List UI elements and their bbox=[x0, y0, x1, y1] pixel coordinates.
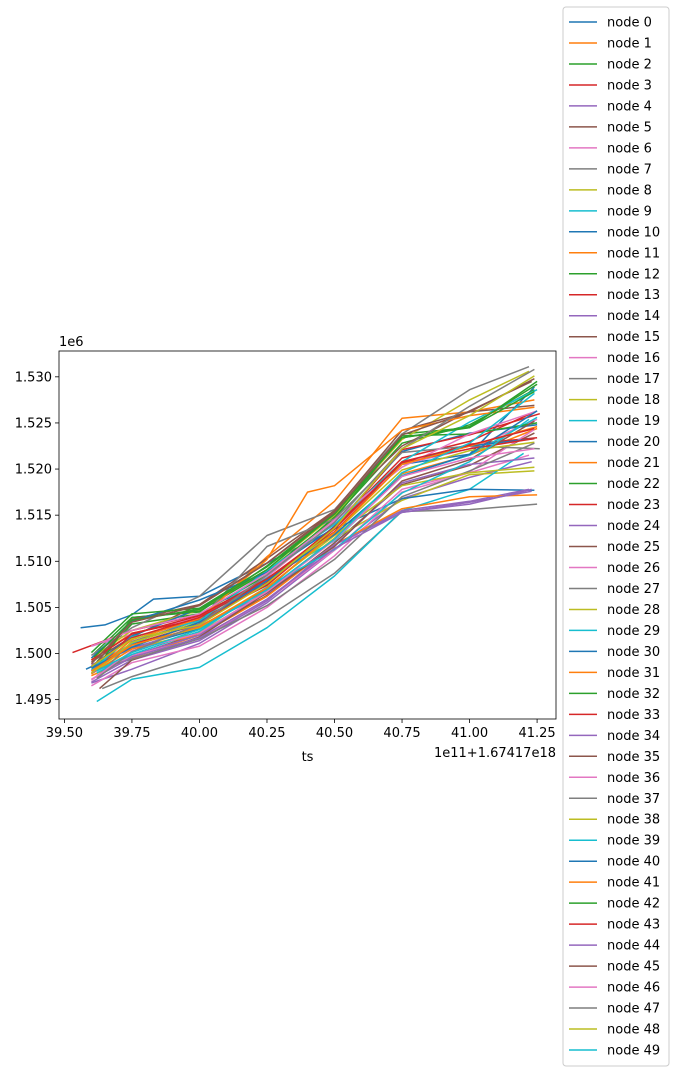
series-line-49 bbox=[96, 392, 535, 672]
plot-frame bbox=[58, 350, 557, 720]
legend-label: node 9 bbox=[607, 204, 652, 219]
legend-label: node 28 bbox=[607, 603, 660, 618]
series-line-7 bbox=[101, 503, 538, 690]
legend-label: node 20 bbox=[607, 435, 660, 450]
legend-label: node 45 bbox=[607, 960, 660, 975]
legend-label: node 42 bbox=[607, 897, 660, 912]
legend-label: node 8 bbox=[607, 183, 652, 198]
series-line-36 bbox=[91, 410, 538, 647]
legend-label: node 4 bbox=[607, 99, 652, 114]
y-tick-label: 1.495 bbox=[15, 693, 52, 708]
legend-label: node 31 bbox=[607, 666, 660, 681]
legend-label: node 34 bbox=[607, 729, 660, 744]
x-axis-offset-label: 1e11+1.67417e18 bbox=[434, 746, 556, 761]
series-line-41 bbox=[90, 425, 538, 672]
legend-label: node 30 bbox=[607, 645, 660, 660]
legend-label: node 38 bbox=[607, 813, 660, 828]
legend-label: node 5 bbox=[607, 120, 652, 135]
legend-label: node 36 bbox=[607, 771, 660, 786]
legend-label: node 11 bbox=[607, 246, 660, 261]
legend-label: node 41 bbox=[607, 876, 660, 891]
y-tick-label: 1.500 bbox=[15, 647, 52, 662]
legend-label: node 27 bbox=[607, 582, 660, 597]
series-line-47 bbox=[96, 368, 535, 679]
series-line-4 bbox=[91, 460, 532, 684]
series-line-17 bbox=[90, 366, 530, 657]
series-line-10 bbox=[80, 488, 535, 629]
y-tick-label: 1.525 bbox=[15, 416, 52, 431]
legend-label: node 47 bbox=[607, 1002, 660, 1017]
legend-label: node 2 bbox=[607, 57, 652, 72]
x-tick-label: 41.25 bbox=[518, 726, 555, 741]
legend-label: node 7 bbox=[607, 162, 652, 177]
x-axis: 39.50 39.75 40.00 40.25 40.50 40.75 41.00 41.25 bbox=[46, 719, 556, 741]
legend-label: node 48 bbox=[607, 1023, 660, 1038]
x-tick-label: 41.00 bbox=[451, 726, 488, 741]
series-line-9 bbox=[96, 452, 525, 703]
legend-label: node 44 bbox=[607, 939, 660, 954]
y-tick-label: 1.515 bbox=[15, 509, 52, 524]
legend-label: node 25 bbox=[607, 540, 660, 555]
legend-label: node 10 bbox=[607, 225, 660, 240]
legend-label: node 22 bbox=[607, 477, 660, 492]
series-line-44 bbox=[96, 488, 532, 678]
series-line-45 bbox=[90, 378, 535, 665]
legend-label: node 37 bbox=[607, 792, 660, 807]
legend-label: node 46 bbox=[607, 981, 660, 996]
plot-lines bbox=[72, 366, 541, 703]
x-tick-label: 40.50 bbox=[316, 726, 353, 741]
legend-label: node 35 bbox=[607, 750, 660, 765]
legend-label: node 0 bbox=[607, 16, 652, 31]
y-axis-offset-label: 1e6 bbox=[59, 335, 84, 350]
series-line-42 bbox=[93, 383, 538, 658]
legend-label: node 12 bbox=[607, 267, 660, 282]
legend-label: node 23 bbox=[607, 498, 660, 513]
legend-label: node 3 bbox=[607, 78, 652, 93]
legend: node 0 node 1 node 2 node 3 node 4 node 5 node… bbox=[562, 6, 670, 1067]
legend-label: node 13 bbox=[607, 288, 660, 303]
legend-label: node 18 bbox=[607, 393, 660, 408]
x-tick-label: 40.00 bbox=[181, 726, 218, 741]
legend-label: node 32 bbox=[607, 687, 660, 702]
y-tick-label: 1.520 bbox=[15, 463, 52, 478]
y-tick-label: 1.510 bbox=[15, 555, 52, 570]
legend-label: node 24 bbox=[607, 519, 660, 534]
x-tick-label: 40.75 bbox=[383, 726, 420, 741]
legend-label: node 49 bbox=[607, 1044, 660, 1059]
legend-label: node 17 bbox=[607, 372, 660, 387]
x-tick-label: 39.75 bbox=[113, 726, 150, 741]
legend-label: node 14 bbox=[607, 309, 660, 324]
legend-label: node 15 bbox=[607, 330, 660, 345]
y-axis: 1.495 1.500 1.505 1.510 1.515 1.520 1.525 1.530 bbox=[15, 370, 59, 708]
series-line-27 bbox=[96, 445, 540, 679]
y-tick-label: 1.530 bbox=[15, 370, 52, 385]
legend-frame bbox=[562, 6, 670, 1067]
legend-label: node 6 bbox=[607, 141, 652, 156]
legend-label: node 39 bbox=[607, 834, 660, 849]
legend-label: node 21 bbox=[607, 456, 660, 471]
series-line-48 bbox=[90, 375, 535, 668]
y-tick-label: 1.505 bbox=[15, 601, 52, 616]
series-line-40 bbox=[91, 410, 538, 669]
x-axis-label: ts bbox=[302, 750, 314, 765]
legend-label: node 40 bbox=[607, 855, 660, 870]
legend-label: node 16 bbox=[607, 351, 660, 366]
legend-label: node 19 bbox=[607, 414, 660, 429]
legend-label: node 29 bbox=[607, 624, 660, 639]
series-line-39 bbox=[96, 418, 530, 674]
legend-label: node 33 bbox=[607, 708, 660, 723]
legend-label: node 1 bbox=[607, 36, 652, 51]
x-tick-label: 40.25 bbox=[248, 726, 285, 741]
legend-label: node 43 bbox=[607, 918, 660, 933]
legend-label: node 26 bbox=[607, 561, 660, 576]
x-tick-label: 39.50 bbox=[46, 726, 83, 741]
